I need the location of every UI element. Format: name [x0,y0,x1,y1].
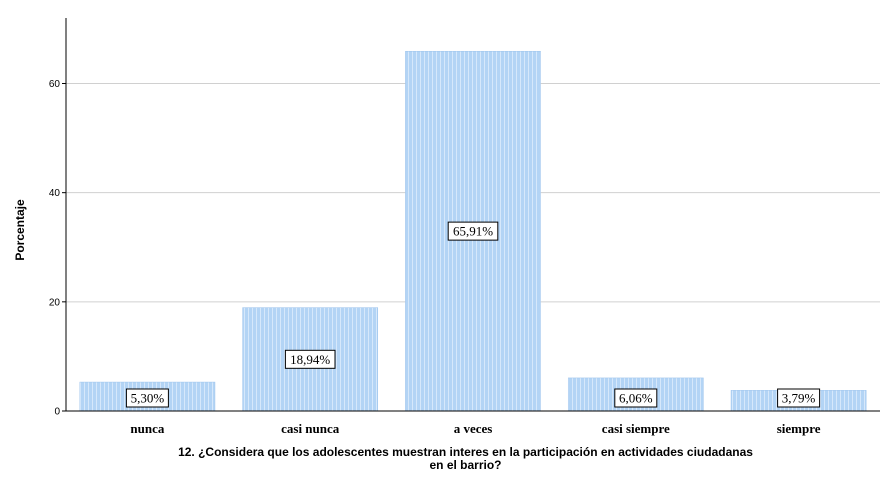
data-label-box [614,388,658,408]
data-label-0: 5,30% [125,388,169,408]
data-label-2: 65,91% [447,221,499,241]
data-label-text: 18,94% [290,352,330,367]
data-label-box [447,221,499,241]
data-label-box [777,388,821,408]
x-axis-title-line1: 12. ¿Considera que los adolescentes mues… [178,445,753,459]
y-tick-label: 20 [49,297,61,308]
y-axis-label: Porcentaje [13,199,27,261]
category-labels: nunca casi nunca a veces casi siempre siempr… [130,421,820,436]
data-labels: 5,30% 18,94% 65,91% 6,06% 3,79% [125,221,821,408]
category-label: casi siempre [602,421,670,436]
data-label-text: 65,91% [453,224,493,239]
data-label-box [284,349,336,369]
y-tick-label: 60 [49,79,61,90]
data-label-text: 6,06% [619,391,653,406]
x-axis-title: 12. ¿Considera que los adolescentes mues… [40,446,891,472]
data-label-4: 3,79% [777,388,821,408]
y-ticks: 0 20 40 60 [49,79,66,418]
x-axis-title-line2: en el barrio? [429,458,502,472]
category-label: nunca [130,421,164,436]
data-label-1: 18,94% [284,349,336,369]
category-label: siempre [777,421,821,436]
data-label-box [125,388,169,408]
data-label-text: 5,30% [131,391,165,406]
data-label-text: 3,79% [782,391,816,406]
y-tick-label: 0 [54,407,60,418]
data-label-3: 6,06% [614,388,658,408]
category-label: casi nunca [281,421,340,436]
y-tick-label: 40 [49,188,61,199]
category-label: a veces [454,421,493,436]
